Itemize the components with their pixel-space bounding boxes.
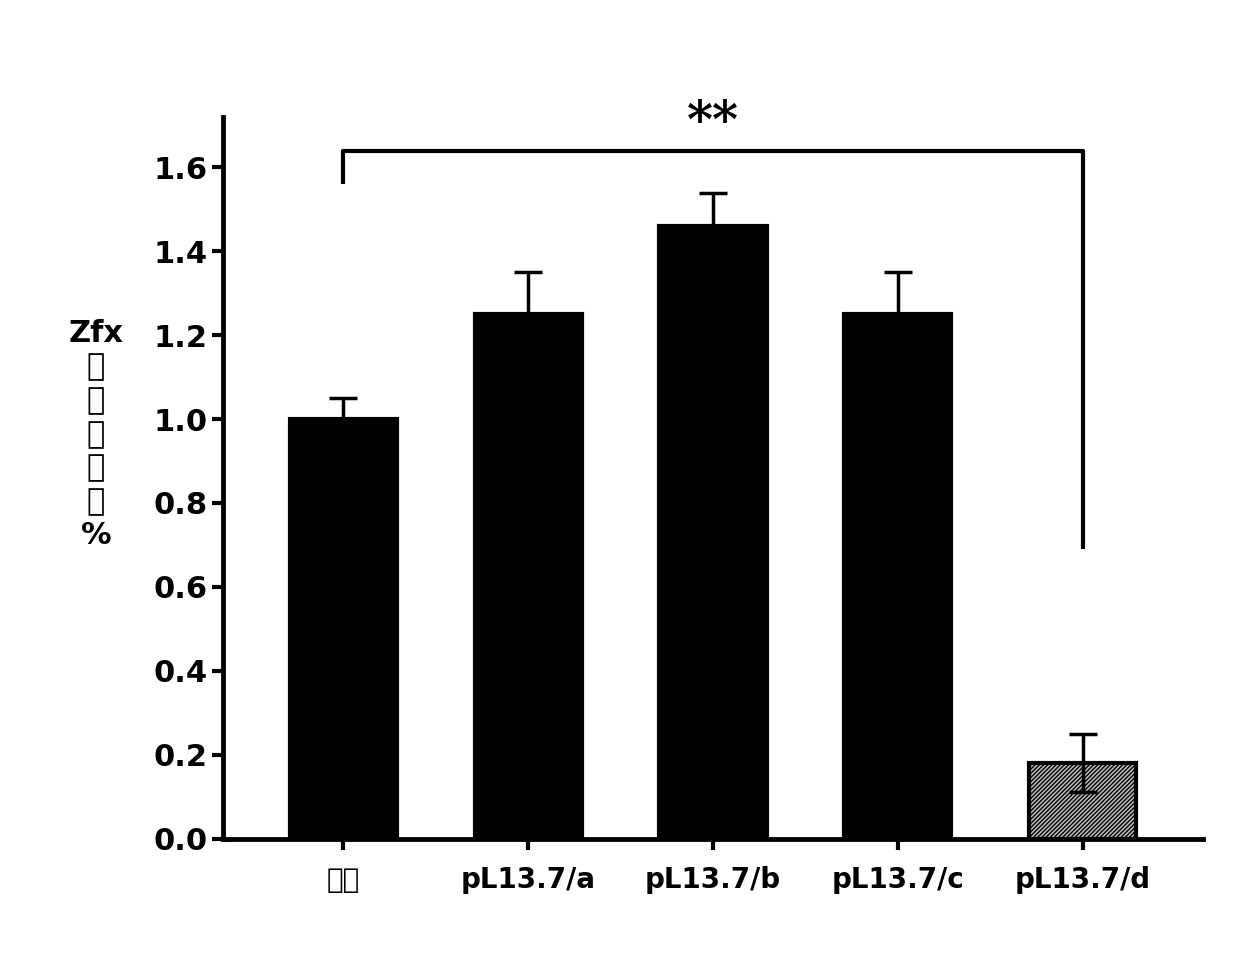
Bar bbox=[290, 419, 397, 838]
Text: Zfx
基
因
表
达
量
%: Zfx 基 因 表 达 量 % bbox=[68, 319, 123, 550]
Bar bbox=[475, 314, 582, 838]
Bar bbox=[1029, 763, 1136, 838]
Bar bbox=[844, 314, 951, 838]
Bar bbox=[660, 226, 766, 838]
Text: **: ** bbox=[687, 99, 739, 148]
